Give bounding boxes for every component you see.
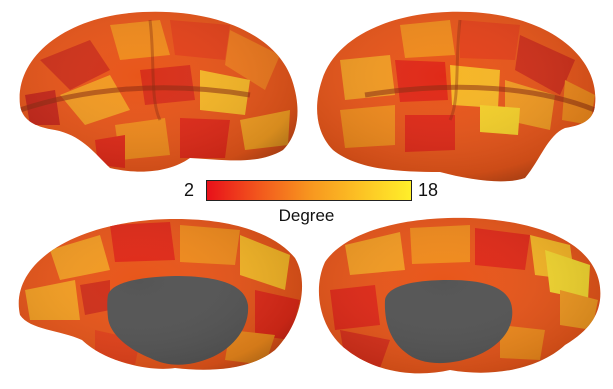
colorbar-max-label: 18	[418, 180, 439, 200]
colorbar-title: Degree	[278, 206, 335, 225]
left-lateral-view	[19, 11, 298, 172]
right-medial-view	[318, 217, 601, 374]
colorbar-min-label: 2	[184, 180, 195, 200]
left-medial-view	[18, 219, 303, 370]
right-lateral-view	[317, 11, 596, 182]
degree-colorbar	[206, 180, 412, 201]
